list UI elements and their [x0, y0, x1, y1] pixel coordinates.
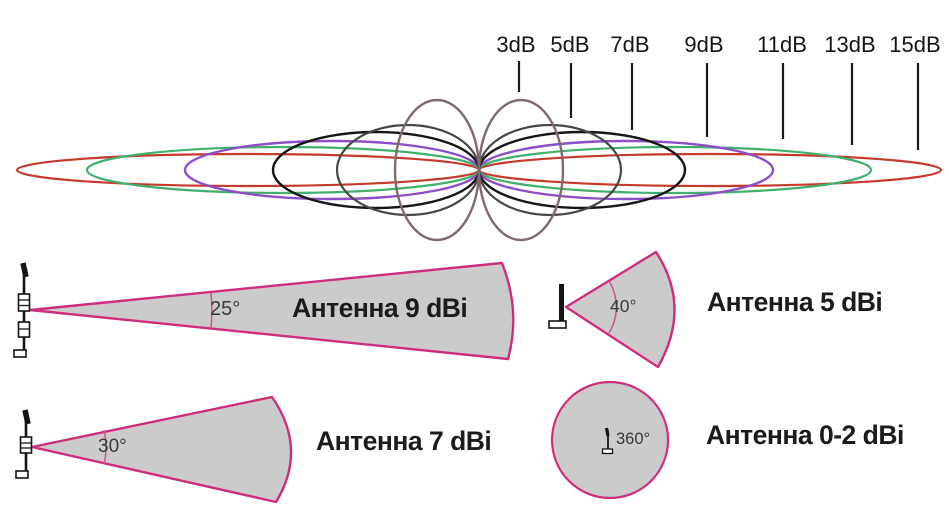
angle-arc-9dbi	[210, 292, 213, 329]
db-label-5dB: 5dB	[550, 32, 589, 57]
beam-shape-9dbi	[28, 261, 515, 361]
beam-angle-5dbi: 40°	[610, 296, 637, 316]
beam-wedge-5dbi	[548, 250, 676, 369]
antenna-icon	[601, 427, 614, 455]
antenna-icon	[15, 409, 33, 479]
panel-title-9dbi: Антенна 9 dBi	[292, 293, 468, 323]
db-label-7dB: 7dB	[610, 32, 649, 57]
antenna-icon	[13, 262, 31, 358]
db-label-3dB: 3dB	[496, 32, 535, 57]
beam-angle-0-2dbi: 360°	[616, 430, 651, 448]
beam-circle-0-2dbi	[550, 380, 670, 500]
db-label-9dB: 9dB	[684, 32, 723, 57]
beam-wedge-9dbi	[13, 261, 515, 361]
beam-angle-7dbi: 30°	[98, 436, 127, 457]
beam-shape-5dbi	[564, 250, 676, 369]
beam-shape-7dbi	[30, 395, 293, 504]
panel-title-7dbi: Антенна 7 dBi	[316, 426, 492, 456]
db-label-13dB: 13dB	[824, 32, 875, 57]
db-label-15dB: 15dB	[889, 32, 940, 57]
beam-wedge-7dbi	[15, 395, 293, 504]
panel-title-0-2dbi: Антенна 0-2 dBi	[706, 420, 904, 450]
angle-arc-5dbi	[608, 280, 618, 334]
panel-title-5dbi: Антенна 5 dBi	[707, 287, 883, 317]
angle-arc-7dbi	[103, 429, 107, 465]
beam-angle-9dbi: 25°	[210, 298, 241, 320]
radiation-lobe-3-5dB-left	[393, 98, 481, 242]
antenna-icon	[548, 284, 567, 329]
beam-shape-0-2dbi	[550, 380, 670, 500]
radiation-pattern-chart: 3dB 5dB 7dB 9dB 11dB 13dB 15dB	[15, 32, 943, 242]
db-label-11dB: 11dB	[757, 32, 807, 57]
